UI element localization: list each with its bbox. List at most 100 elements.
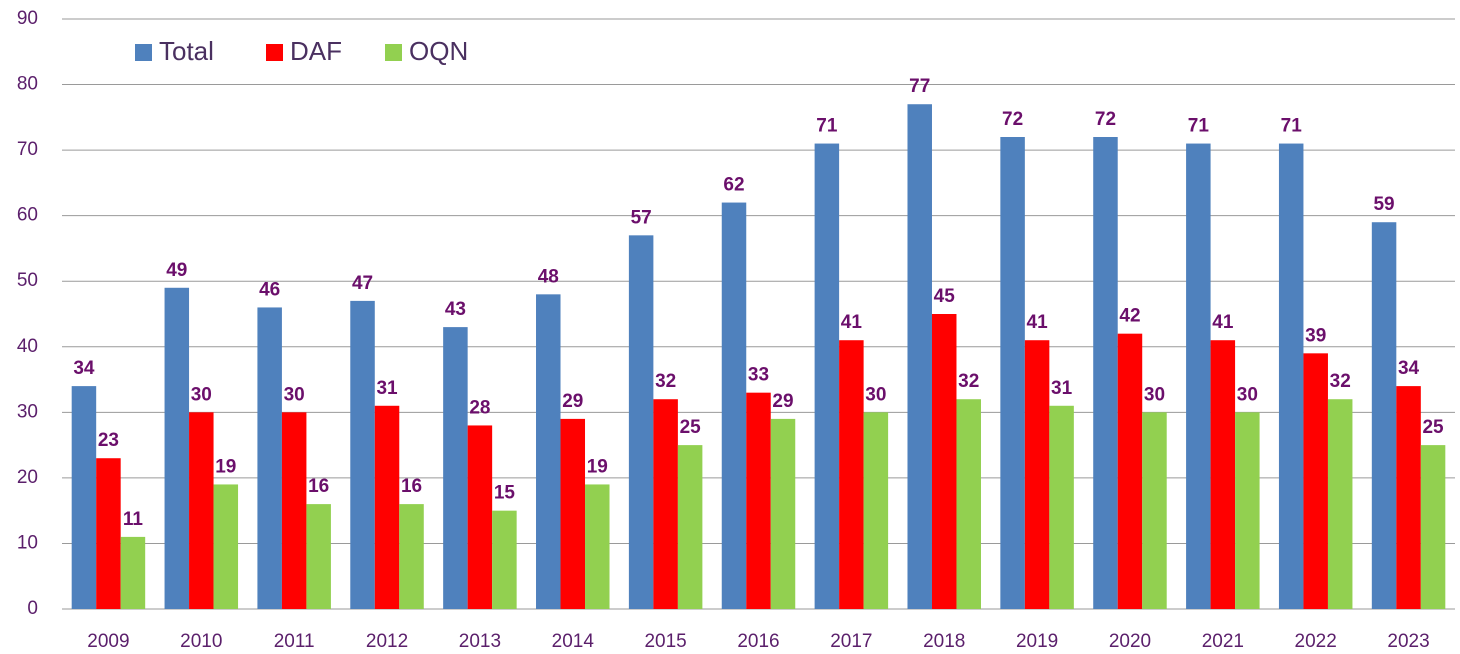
bar [1235, 412, 1260, 609]
x-tick-label: 2018 [923, 631, 965, 652]
y-tick-label: 0 [27, 598, 38, 619]
data-label: 34 [73, 358, 95, 379]
bar [71, 386, 97, 609]
data-label: 32 [1330, 371, 1351, 392]
data-label: 77 [909, 76, 930, 97]
data-label: 71 [1281, 116, 1303, 137]
bar [213, 484, 239, 609]
x-tick-label: 2023 [1387, 631, 1429, 652]
bar [374, 405, 400, 609]
data-label: 19 [587, 456, 608, 477]
data-label: 25 [680, 417, 702, 438]
data-label: 42 [1119, 306, 1140, 327]
bar [839, 340, 864, 609]
y-tick-label: 60 [17, 205, 38, 226]
bar [1117, 333, 1143, 609]
legend-swatch [135, 44, 152, 61]
data-label: 30 [865, 384, 886, 405]
data-label: 62 [723, 175, 744, 196]
bar [628, 235, 654, 610]
data-label: 16 [401, 476, 422, 497]
bar [814, 143, 840, 610]
data-label: 48 [538, 266, 559, 287]
data-label: 31 [376, 378, 398, 399]
y-tick-label: 90 [17, 8, 38, 29]
bar [467, 425, 493, 609]
bar [306, 504, 331, 609]
bar [1303, 353, 1328, 609]
bar [721, 202, 747, 610]
data-label: 29 [772, 391, 793, 412]
bar [536, 294, 561, 609]
legend-label: Total [159, 36, 214, 66]
bar [399, 504, 424, 609]
data-label: 19 [215, 456, 236, 477]
bar [1327, 399, 1353, 609]
data-label: 43 [445, 299, 466, 320]
data-label: 71 [1188, 116, 1210, 137]
bar [863, 412, 889, 609]
data-label: 30 [1144, 384, 1165, 405]
bar [1210, 340, 1236, 609]
bar [677, 445, 703, 609]
x-tick-label: 2014 [552, 631, 595, 652]
bar [492, 510, 517, 609]
bar [350, 300, 375, 609]
data-label: 39 [1305, 325, 1326, 346]
bar [1186, 143, 1211, 610]
data-label: 41 [841, 312, 863, 333]
data-label: 46 [259, 279, 280, 300]
bar [1142, 412, 1167, 609]
bar [1371, 222, 1397, 609]
data-label: 41 [1212, 312, 1234, 333]
y-tick-label: 80 [17, 74, 38, 95]
bar [931, 314, 957, 609]
data-label: 32 [655, 371, 676, 392]
bar [257, 307, 282, 609]
bar [1396, 386, 1421, 609]
x-tick-label: 2016 [737, 631, 779, 652]
data-label: 71 [816, 116, 838, 137]
data-label: 41 [1027, 312, 1049, 333]
data-label: 28 [469, 397, 490, 418]
data-label: 31 [1051, 378, 1073, 399]
y-tick-label: 40 [17, 336, 38, 357]
x-tick-label: 2013 [459, 631, 501, 652]
legend-swatch [266, 44, 283, 61]
bar [746, 392, 771, 609]
legend-swatch [385, 44, 402, 61]
data-label: 30 [284, 384, 305, 405]
bar [443, 327, 468, 609]
y-tick-label: 50 [17, 270, 38, 291]
x-tick-label: 2009 [87, 631, 129, 652]
bar [956, 399, 981, 609]
bar [189, 412, 214, 609]
data-label: 49 [166, 260, 187, 281]
bar [1420, 445, 1446, 609]
data-label: 15 [494, 483, 516, 504]
data-label: 47 [352, 273, 373, 294]
data-label: 45 [934, 286, 956, 307]
data-label: 72 [1002, 109, 1023, 130]
y-tick-label: 20 [17, 467, 38, 488]
bar [1000, 137, 1025, 609]
bar [585, 484, 610, 609]
data-label: 25 [1422, 417, 1444, 438]
data-label: 30 [1237, 384, 1258, 405]
data-label: 16 [308, 476, 329, 497]
x-tick-label: 2010 [180, 631, 222, 652]
legend-label: OQN [409, 36, 468, 66]
data-label: 30 [191, 384, 212, 405]
y-tick-label: 10 [17, 532, 38, 553]
legend-label: DAF [290, 36, 342, 66]
data-label: 33 [748, 365, 769, 386]
bar [560, 418, 586, 609]
x-tick-label: 2012 [366, 631, 408, 652]
x-tick-label: 2011 [274, 631, 315, 652]
bar [907, 104, 932, 609]
bar [281, 412, 307, 609]
data-label: 72 [1095, 109, 1116, 130]
data-label: 34 [1398, 358, 1420, 379]
x-tick-label: 2015 [644, 631, 686, 652]
